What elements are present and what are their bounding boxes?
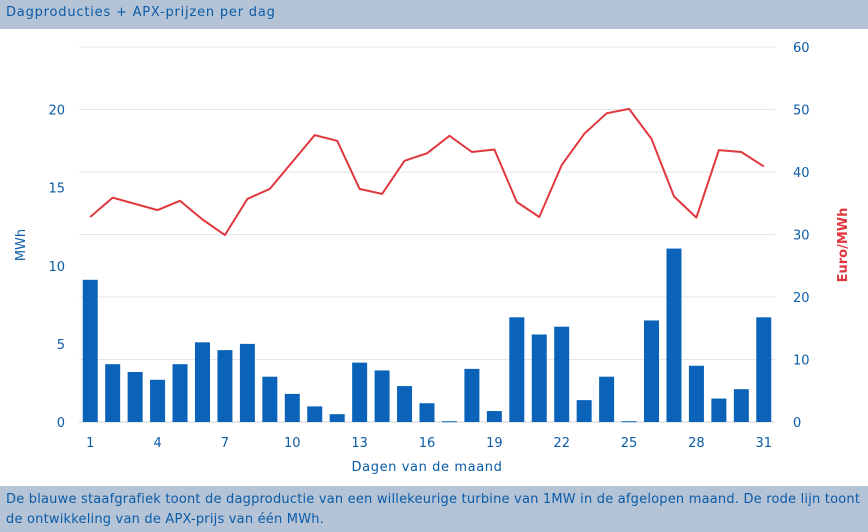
y-axis-left-label: MWh bbox=[14, 229, 29, 261]
bar-day-20 bbox=[509, 317, 525, 422]
x-tick-label: 1 bbox=[86, 436, 94, 451]
bar-day-6 bbox=[194, 342, 210, 422]
y-left-tick-label: 20 bbox=[48, 104, 65, 119]
title-bar: Dagproducties + APX-prijzen per dag bbox=[0, 0, 868, 29]
bar-day-28 bbox=[688, 365, 704, 422]
x-tick-label: 28 bbox=[688, 436, 705, 451]
bar-day-16 bbox=[419, 403, 435, 422]
bar-day-3 bbox=[127, 372, 143, 422]
y-right-tick-label: 10 bbox=[793, 354, 810, 369]
bar-day-25 bbox=[621, 421, 637, 423]
bar-day-19 bbox=[486, 411, 502, 422]
bar-day-30 bbox=[733, 389, 749, 422]
y-right-tick-label: 30 bbox=[793, 229, 810, 244]
tick-labels: 0 5 10 15 20 0 10 20 30 40 50 60 1 4 7 10 13 16 19 22 25 28 31 bbox=[48, 41, 809, 451]
bar-day-14 bbox=[374, 370, 390, 422]
bar-day-26 bbox=[644, 320, 660, 422]
y-left-tick-label: 5 bbox=[57, 338, 65, 353]
y-axis-right-label: Euro/MWh bbox=[836, 208, 851, 283]
bar-day-29 bbox=[711, 398, 727, 422]
x-tick-label: 7 bbox=[221, 436, 229, 451]
bar-day-27 bbox=[666, 248, 682, 422]
bar-day-18 bbox=[464, 368, 480, 422]
x-tick-label: 22 bbox=[553, 436, 570, 451]
bar-day-31 bbox=[756, 317, 772, 422]
price-line bbox=[89, 107, 765, 237]
bar-day-22 bbox=[554, 326, 570, 422]
y-right-tick-label: 50 bbox=[793, 104, 810, 119]
x-tick-label: 19 bbox=[486, 436, 503, 451]
bar-day-5 bbox=[172, 364, 188, 422]
bar-day-7 bbox=[217, 350, 233, 422]
bar-day-10 bbox=[284, 393, 300, 422]
bar-day-21 bbox=[531, 334, 547, 422]
y-left-tick-label: 0 bbox=[57, 416, 65, 431]
x-tick-label: 13 bbox=[351, 436, 368, 451]
bar-day-13 bbox=[352, 362, 368, 422]
bar-day-23 bbox=[576, 400, 592, 422]
y-right-tick-label: 40 bbox=[793, 166, 810, 181]
chart-title: Dagproducties + APX-prijzen per dag bbox=[6, 5, 276, 20]
bar-day-12 bbox=[329, 414, 345, 422]
caption-bar: De blauwe staafgrafiek toont de dagprodu… bbox=[0, 486, 868, 532]
y-right-tick-label: 20 bbox=[793, 291, 810, 306]
x-tick-label: 10 bbox=[284, 436, 301, 451]
y-right-tick-label: 0 bbox=[793, 416, 801, 431]
y-right-tick-label: 60 bbox=[793, 41, 810, 56]
x-tick-label: 16 bbox=[419, 436, 436, 451]
x-axis-label: Dagen van de maand bbox=[352, 460, 503, 475]
x-tick-label: 4 bbox=[153, 436, 161, 451]
y-left-tick-label: 15 bbox=[48, 182, 65, 197]
chart-caption: De blauwe staafgrafiek toont de dagprodu… bbox=[6, 492, 861, 527]
bar-day-9 bbox=[262, 376, 278, 422]
y-left-tick-label: 10 bbox=[48, 260, 65, 275]
bar-day-8 bbox=[239, 343, 255, 422]
bar-day-15 bbox=[397, 386, 413, 422]
bar-day-17 bbox=[441, 421, 457, 423]
bar-day-2 bbox=[105, 364, 121, 422]
x-tick-label: 25 bbox=[621, 436, 638, 451]
bar-day-1 bbox=[82, 279, 98, 422]
line-series bbox=[89, 107, 765, 237]
bar-day-24 bbox=[599, 376, 615, 422]
x-tick-label: 31 bbox=[756, 436, 773, 451]
bar-day-11 bbox=[307, 406, 323, 422]
bar-series bbox=[82, 248, 772, 423]
combo-chart: 0 5 10 15 20 0 10 20 30 40 50 60 1 4 7 10 13 16 19 22 25 28 31… bbox=[14, 41, 851, 475]
bar-day-4 bbox=[150, 379, 166, 422]
